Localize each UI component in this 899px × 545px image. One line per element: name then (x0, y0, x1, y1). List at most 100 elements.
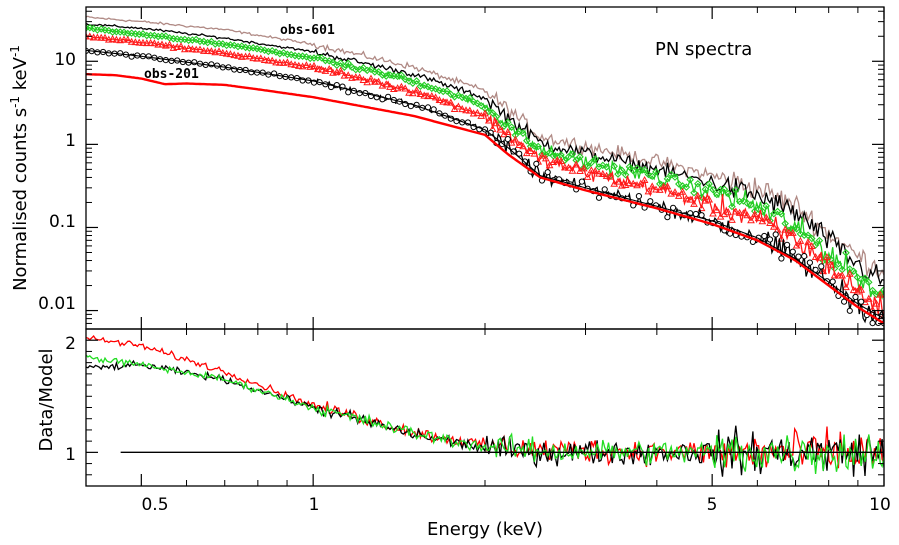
data-point (142, 39, 151, 47)
data-point (230, 41, 238, 50)
data-point (549, 152, 558, 160)
top-panel-frame (85, 6, 885, 330)
data-point (431, 93, 440, 101)
data-point (648, 182, 657, 190)
data-point (276, 49, 284, 58)
data-point (876, 289, 884, 298)
data-point (716, 185, 725, 194)
data-point (238, 42, 246, 50)
data-point (564, 163, 573, 171)
data-point (789, 248, 796, 255)
data-point (435, 96, 444, 104)
data-point (758, 217, 767, 225)
data-point (127, 29, 136, 37)
data-point (538, 151, 546, 159)
data-point (682, 194, 691, 202)
data-point (275, 58, 284, 66)
data-point (492, 119, 501, 127)
x-tick-label: 0.5 (141, 495, 168, 515)
data-point (184, 44, 193, 52)
data-point (750, 210, 759, 218)
data-point (724, 208, 733, 216)
data-point (283, 58, 292, 66)
data-point (864, 294, 873, 302)
data-point (800, 231, 808, 240)
data-point (283, 50, 292, 59)
data-point (690, 188, 698, 197)
data-point (93, 33, 102, 41)
data-point (712, 206, 721, 214)
data-point (226, 50, 235, 58)
data-point (686, 175, 694, 184)
data-point (294, 61, 303, 69)
panel-title: PN spectra (655, 39, 752, 60)
data-point (872, 290, 881, 299)
data-point (541, 154, 550, 162)
data-point (154, 40, 163, 48)
data-point (572, 160, 581, 168)
data-point (256, 54, 265, 62)
data-point (500, 122, 508, 130)
data-point (94, 49, 101, 56)
data-point (131, 30, 140, 38)
data-point (701, 185, 710, 194)
data-point (773, 225, 782, 233)
data-point (648, 172, 656, 181)
annotation-obs-601: obs-601 (280, 23, 335, 38)
data-point (188, 36, 197, 44)
data-point (526, 146, 535, 154)
data-point (131, 38, 140, 46)
data-point (135, 38, 144, 46)
bottom-y-tick-labels: 1 2 (65, 334, 76, 465)
data-point (146, 38, 155, 46)
data-point (636, 179, 645, 187)
data-point (488, 109, 497, 117)
data-point (473, 108, 482, 116)
data-point (374, 77, 383, 85)
data-point (86, 24, 90, 32)
data-point (359, 75, 368, 83)
data-point (769, 222, 778, 230)
data-point (116, 28, 124, 36)
data-point (481, 109, 489, 117)
data-point (724, 189, 732, 198)
data-point (264, 47, 273, 56)
data-point (382, 80, 391, 88)
data-point (184, 36, 193, 45)
data-point (363, 78, 372, 86)
data-point (697, 204, 706, 212)
data-point (435, 86, 444, 95)
data-point (801, 253, 808, 260)
data-point (544, 169, 551, 176)
data-point (504, 136, 511, 143)
data-point (101, 33, 109, 41)
data-point (268, 46, 276, 55)
data-point (231, 66, 238, 73)
data-point (465, 106, 474, 114)
data-point (260, 55, 269, 63)
data-point (150, 31, 159, 40)
data-point (629, 179, 638, 187)
data-point (386, 82, 394, 90)
data-point (211, 40, 219, 48)
data-point (510, 148, 517, 155)
data-point (344, 71, 353, 79)
data-point (595, 169, 603, 177)
data-point (427, 91, 436, 100)
data-point (295, 52, 303, 60)
bottom-y-axis-title: Data/Model (36, 348, 57, 451)
data-point (158, 32, 166, 40)
data-point (644, 187, 653, 195)
data-point (735, 208, 744, 216)
bottom-panel-series (86, 334, 884, 477)
data-point (412, 77, 421, 85)
data-point (93, 26, 102, 34)
data-point (215, 39, 223, 48)
data-point (222, 41, 231, 50)
data-point (694, 179, 702, 188)
data-point (97, 25, 105, 33)
data-point (778, 255, 785, 262)
data-point (89, 33, 98, 41)
data-point (89, 24, 98, 33)
data-point (811, 241, 820, 249)
